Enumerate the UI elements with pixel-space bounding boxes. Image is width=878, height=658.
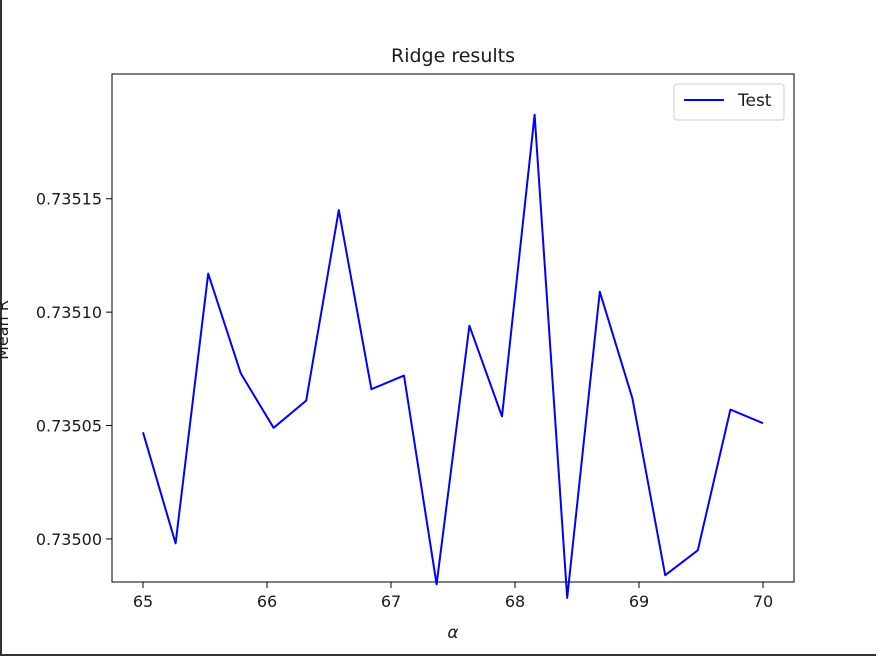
x-tick-label: 66 (257, 592, 277, 611)
y-tick-label: 0.73500 (36, 530, 102, 549)
x-tick-label: 65 (133, 592, 153, 611)
legend: Test (673, 83, 785, 121)
chart-title: Ridge results (391, 45, 515, 67)
x-tick-label: 69 (629, 592, 649, 611)
y-tick-label: 0.73505 (36, 417, 102, 436)
x-tick-label: 67 (381, 592, 401, 611)
legend-label-test: Test (737, 91, 772, 111)
y-axis: 0.73500 0.73505 0.73510 0.73515 (36, 190, 112, 549)
x-tick-label: 70 (753, 592, 773, 611)
series-layer (142, 113, 764, 599)
x-axis-label: α (447, 623, 458, 643)
y-tick-label: 0.73515 (36, 190, 102, 209)
x-tick-label: 68 (505, 592, 525, 611)
x-axis: 65 66 67 68 69 70 (133, 582, 773, 611)
y-axis-label: Mean R (0, 300, 12, 360)
legend-box (673, 83, 785, 121)
series-line-test (142, 113, 764, 599)
y-tick-label: 0.73510 (36, 303, 102, 322)
plot-area (111, 73, 795, 583)
